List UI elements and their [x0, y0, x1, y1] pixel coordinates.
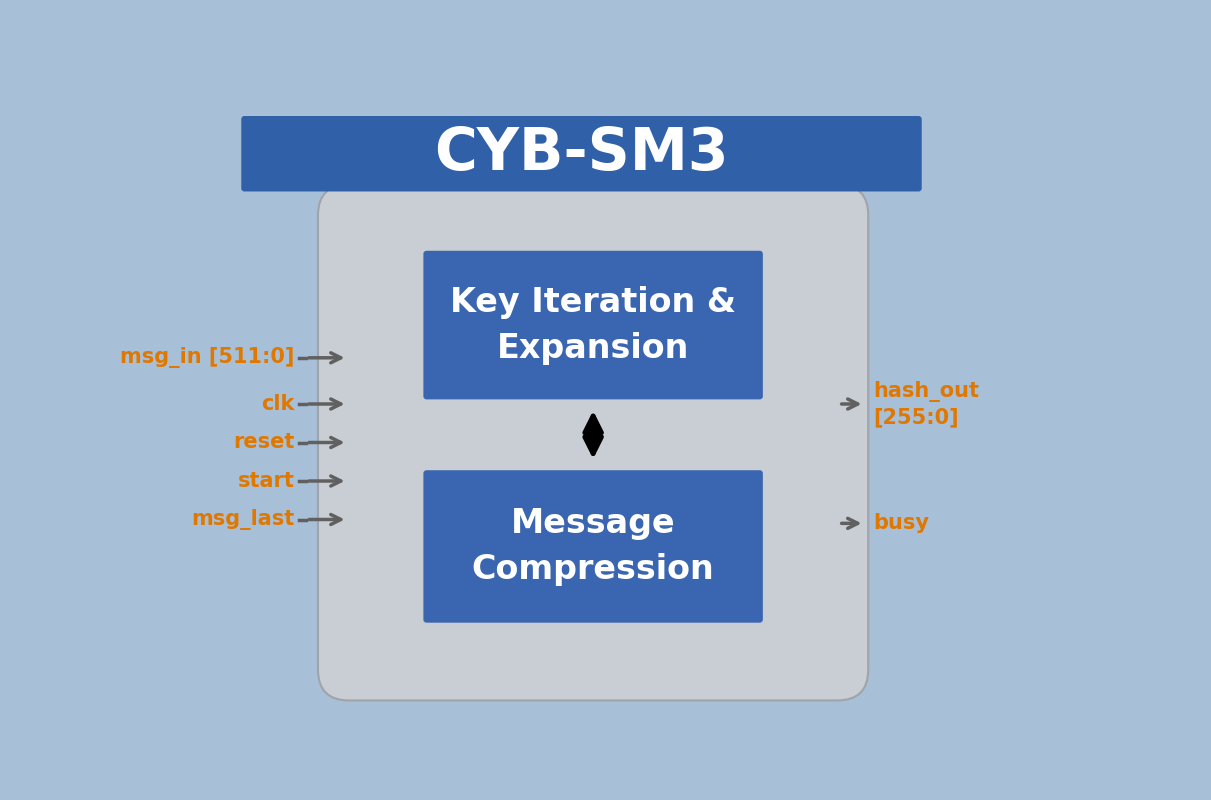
Text: Message
Compression: Message Compression [472, 507, 714, 586]
Text: clk: clk [262, 394, 294, 414]
Text: start: start [237, 471, 294, 491]
Text: CYB-SM3: CYB-SM3 [435, 126, 729, 182]
Text: reset: reset [234, 433, 294, 453]
Text: Key Iteration &
Expansion: Key Iteration & Expansion [450, 286, 736, 365]
Text: busy: busy [873, 514, 930, 534]
FancyBboxPatch shape [318, 185, 868, 701]
Text: msg_last: msg_last [191, 509, 294, 530]
FancyBboxPatch shape [424, 470, 763, 622]
FancyBboxPatch shape [241, 116, 922, 191]
FancyBboxPatch shape [424, 250, 763, 399]
Text: msg_in [511:0]: msg_in [511:0] [120, 347, 294, 368]
Text: hash_out
[255:0]: hash_out [255:0] [873, 381, 980, 427]
